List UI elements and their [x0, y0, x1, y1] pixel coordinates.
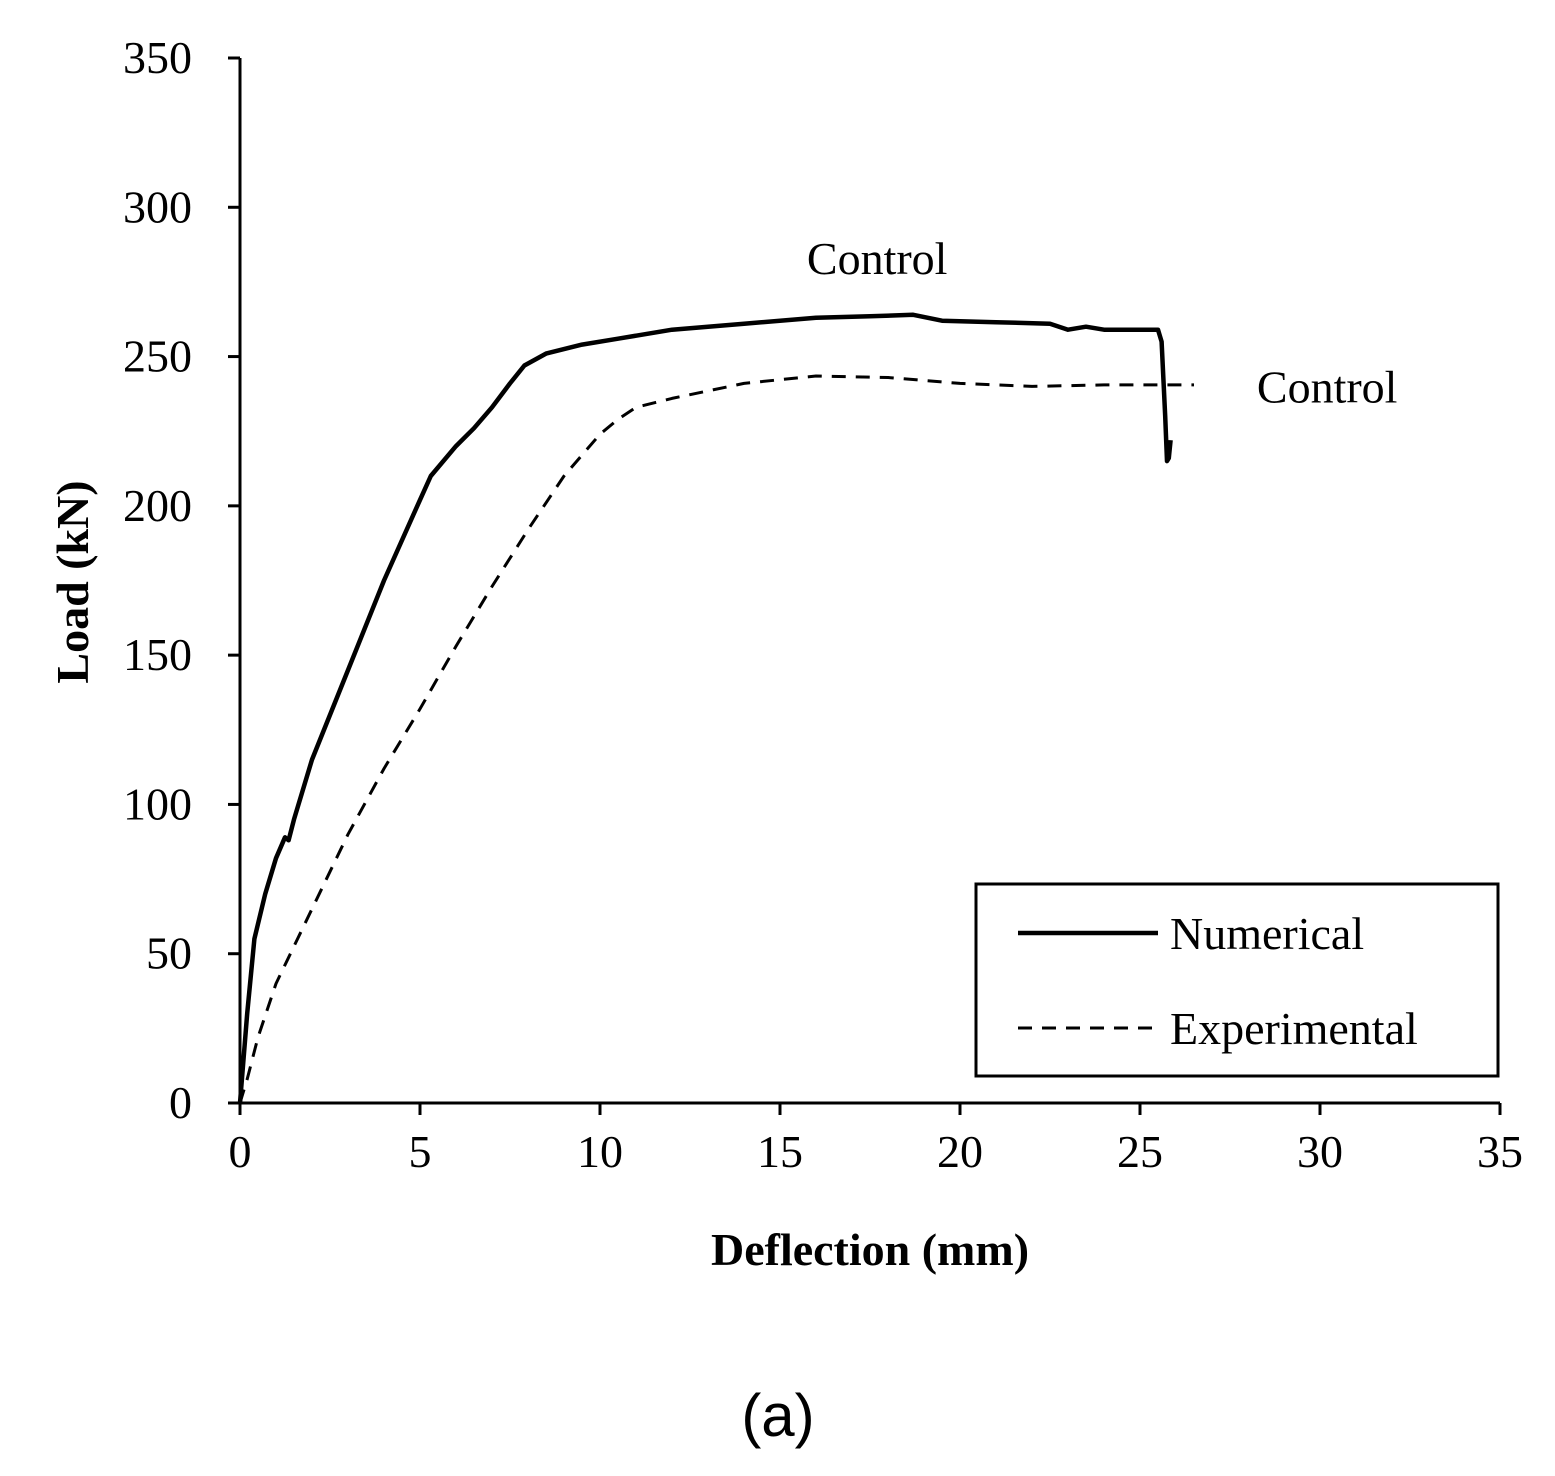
x-tick-label: 35: [1477, 1126, 1523, 1177]
x-tick-label: 30: [1297, 1126, 1343, 1177]
y-axis-ticks: 0 50 100 150 200 250 300 350: [123, 32, 240, 1128]
x-axis-ticks: 0 5 10 15 20 25 30 35: [229, 1103, 1523, 1177]
annotations: Control Control: [807, 233, 1398, 412]
y-tick-label: 350: [123, 32, 192, 83]
x-tick-label: 20: [937, 1126, 983, 1177]
legend-box: [974, 882, 1500, 1078]
x-axis-title: Deflection (mm): [711, 1224, 1029, 1275]
y-tick-label: 300: [123, 181, 192, 232]
x-tick-label: 5: [409, 1126, 432, 1177]
annotation-control-numerical: Control: [807, 233, 948, 284]
x-tick-label: 25: [1117, 1126, 1163, 1177]
y-tick-label: 200: [123, 480, 192, 531]
y-tick-label: 0: [169, 1077, 192, 1128]
series-line-experimental: [238, 374, 1194, 1104]
y-tick-label: 50: [146, 928, 192, 979]
x-tick-label: 10: [577, 1126, 623, 1177]
series-line-numerical: [237, 312, 1173, 1104]
legend-label-experimental: Experimental: [1170, 1003, 1418, 1054]
y-tick-label: 250: [123, 331, 192, 382]
legend: Numerical Experimental: [974, 882, 1500, 1078]
panel-label: (a): [741, 1382, 814, 1449]
legend-label-numerical: Numerical: [1170, 908, 1364, 959]
series-layer: [237, 312, 1194, 1104]
y-tick-label: 100: [123, 778, 192, 829]
annotation-control-experimental: Control: [1257, 361, 1398, 412]
axes: [238, 58, 1500, 1105]
y-tick-label: 150: [123, 629, 192, 680]
x-tick-label: 0: [229, 1126, 252, 1177]
y-axis-title: Load (kN): [47, 480, 98, 683]
x-tick-label: 15: [757, 1126, 803, 1177]
